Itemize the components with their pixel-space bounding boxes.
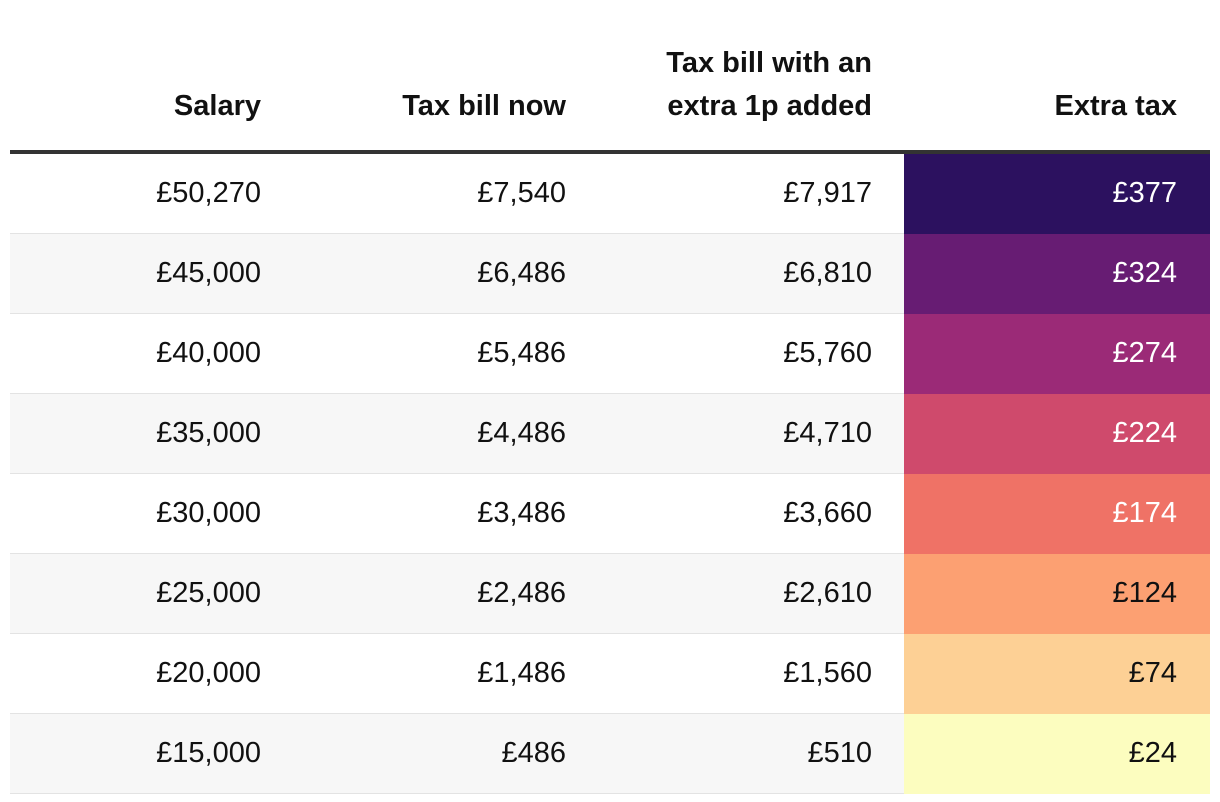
table-body: £50,270 £7,540 £7,917 £377 £45,000 £6,486 £6,8… bbox=[10, 154, 1210, 794]
tax-extra-cell: £2,610 bbox=[783, 577, 872, 609]
tax-extra-cell: £5,760 bbox=[783, 337, 872, 369]
table-row: £15,000 £486 £510 £24 bbox=[10, 714, 1210, 794]
tax-now-cell: £2,486 bbox=[477, 577, 566, 609]
table-row: £45,000 £6,486 £6,810 £324 bbox=[10, 234, 1210, 314]
tax-extra-cell: £3,660 bbox=[783, 497, 872, 529]
tax-now-cell: £3,486 bbox=[477, 497, 566, 529]
salary-cell: £30,000 bbox=[156, 497, 261, 529]
tax-extra-cell: £7,917 bbox=[783, 177, 872, 209]
salary-cell: £40,000 bbox=[156, 337, 261, 369]
column-header-extra-tax: Extra tax bbox=[1054, 90, 1177, 122]
tax-now-cell: £5,486 bbox=[477, 337, 566, 369]
table-row: £25,000 £2,486 £2,610 £124 bbox=[10, 554, 1210, 634]
salary-cell: £35,000 bbox=[156, 417, 261, 449]
tax-now-cell: £6,486 bbox=[477, 257, 566, 289]
column-header-salary: Salary bbox=[173, 90, 261, 122]
extra-tax-cell: £224 bbox=[904, 394, 1210, 474]
column-header-tax-bill-extra: Tax bill with an extra 1p added bbox=[666, 47, 872, 122]
tax-extra-cell: £510 bbox=[807, 737, 872, 769]
table-row: £50,270 £7,540 £7,917 £377 bbox=[10, 154, 1210, 234]
tax-table: Salary Tax bill now Tax bill with an ext… bbox=[10, 0, 1210, 794]
tax-now-cell: £486 bbox=[501, 737, 566, 769]
extra-tax-cell: £24 bbox=[904, 714, 1210, 794]
table-row: £40,000 £5,486 £5,760 £274 bbox=[10, 314, 1210, 394]
salary-cell: £45,000 bbox=[156, 257, 261, 289]
table-row: £35,000 £4,486 £4,710 £224 bbox=[10, 394, 1210, 474]
extra-tax-cell: £74 bbox=[904, 634, 1210, 714]
salary-cell: £25,000 bbox=[156, 577, 261, 609]
tax-now-cell: £7,540 bbox=[477, 177, 566, 209]
tax-extra-cell: £4,710 bbox=[783, 417, 872, 449]
tax-extra-cell: £1,560 bbox=[783, 657, 872, 689]
extra-tax-cell: £377 bbox=[904, 154, 1210, 234]
table-header: Salary Tax bill now Tax bill with an ext… bbox=[10, 0, 1210, 154]
tax-now-cell: £1,486 bbox=[477, 657, 566, 689]
extra-tax-cell: £124 bbox=[904, 554, 1210, 634]
table-row: £30,000 £3,486 £3,660 £174 bbox=[10, 474, 1210, 554]
table-row: £20,000 £1,486 £1,560 £74 bbox=[10, 634, 1210, 714]
extra-tax-cell: £174 bbox=[904, 474, 1210, 554]
tax-extra-cell: £6,810 bbox=[783, 257, 872, 289]
tax-now-cell: £4,486 bbox=[477, 417, 566, 449]
salary-cell: £50,270 bbox=[156, 177, 261, 209]
column-header-tax-bill-now: Tax bill now bbox=[402, 90, 566, 122]
extra-tax-cell: £324 bbox=[904, 234, 1210, 314]
salary-cell: £20,000 bbox=[156, 657, 261, 689]
extra-tax-cell: £274 bbox=[904, 314, 1210, 394]
salary-cell: £15,000 bbox=[156, 737, 261, 769]
